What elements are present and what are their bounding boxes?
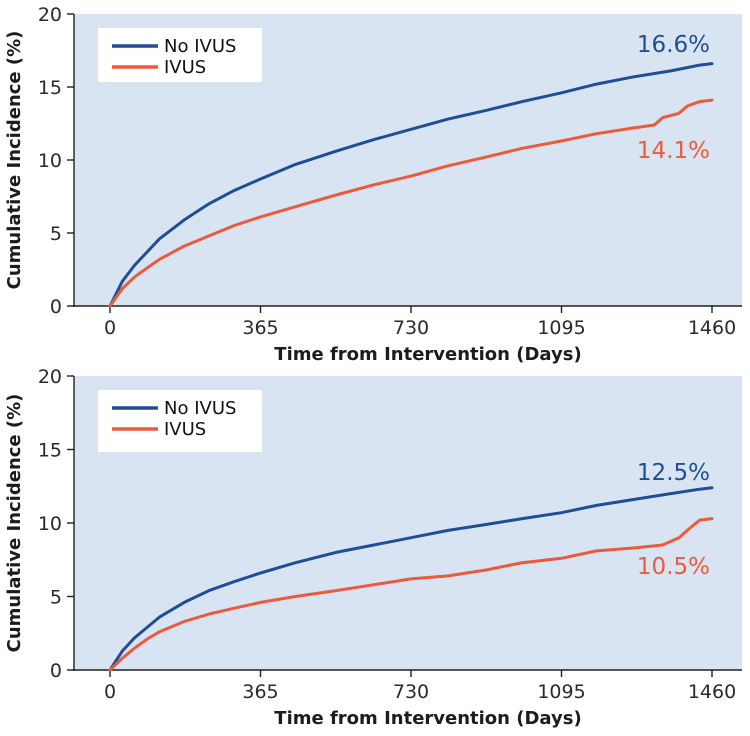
- series-line-no-ivus: [108, 62, 714, 308]
- y-tick-label: 0: [50, 296, 62, 318]
- y-tick-label: 20: [38, 366, 62, 388]
- x-axis-title: Time from Intervention (Days): [274, 708, 581, 729]
- legend-label: No IVUS: [164, 36, 236, 57]
- y-tick-label: 20: [38, 4, 62, 26]
- series-line-no-ivus: [108, 486, 714, 672]
- chart-panel-1: 0 5 10 15 20 0 365 730 1095 1460 Time from Interve…: [4, 4, 742, 365]
- x-tick-label: 1095: [537, 317, 585, 339]
- legend-box: [98, 390, 262, 452]
- y-axis-title: Cumulative Incidence (%): [4, 394, 25, 653]
- x-tick-label: 0: [104, 681, 116, 703]
- series-line-ivus: [108, 98, 714, 308]
- x-tick-label: 1460: [688, 317, 736, 339]
- legend-label: No IVUS: [164, 398, 236, 419]
- x-tick-label: 1460: [688, 681, 736, 703]
- y-tick-label: 15: [38, 440, 62, 462]
- y-tick-label: 0: [50, 660, 62, 682]
- chart-panel-2: 0 5 10 15 20 0 365 730 1095 1460 Time from Interve…: [4, 366, 742, 729]
- y-tick-label: 10: [38, 150, 62, 172]
- x-tick-label: 365: [242, 681, 278, 703]
- series-line-ivus: [108, 517, 714, 672]
- x-tick-label: 0: [104, 317, 116, 339]
- x-tick-label: 1095: [537, 681, 585, 703]
- end-value-label: 10.5%: [637, 554, 710, 580]
- end-value-label: 12.5%: [637, 460, 710, 486]
- y-tick-label: 15: [38, 77, 62, 99]
- x-tick-label: 730: [393, 317, 429, 339]
- legend-label: IVUS: [164, 419, 206, 440]
- legend-box: [98, 28, 262, 82]
- y-tick-label: 5: [50, 223, 62, 245]
- x-tick-label: 730: [393, 681, 429, 703]
- x-tick-label: 365: [242, 317, 278, 339]
- y-axis-title: Cumulative Incidence (%): [4, 31, 25, 290]
- end-value-label: 14.1%: [637, 138, 710, 164]
- y-tick-label: 5: [50, 587, 62, 609]
- y-tick-label: 10: [38, 513, 62, 535]
- x-axis-title: Time from Intervention (Days): [274, 344, 581, 365]
- end-value-label: 16.6%: [637, 32, 710, 58]
- legend-label: IVUS: [164, 57, 206, 78]
